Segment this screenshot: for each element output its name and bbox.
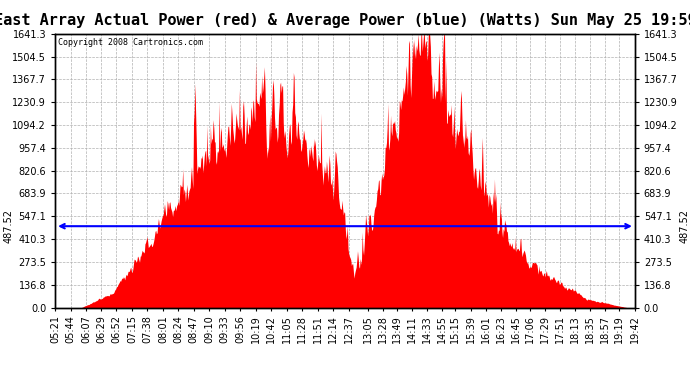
Text: Copyright 2008 Cartronics.com: Copyright 2008 Cartronics.com — [58, 38, 203, 47]
Text: East Array Actual Power (red) & Average Power (blue) (Watts) Sun May 25 19:59: East Array Actual Power (red) & Average … — [0, 13, 690, 28]
Text: 487.52: 487.52 — [3, 209, 13, 243]
Text: 487.52: 487.52 — [680, 209, 689, 243]
